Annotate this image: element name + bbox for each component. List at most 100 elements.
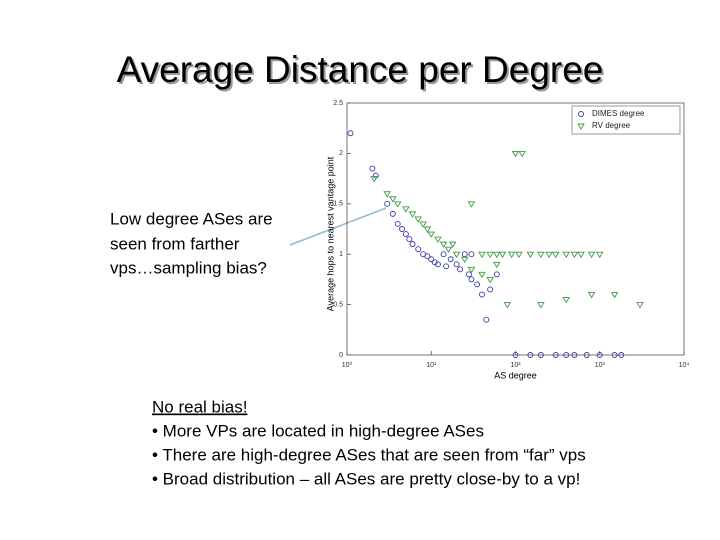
y-tick-label: 2.5 (333, 100, 343, 107)
point (537, 302, 545, 309)
y-tick-label: 0.5 (333, 301, 343, 308)
note-heading: No real bias! (152, 397, 247, 416)
point (537, 251, 545, 259)
point (443, 263, 450, 270)
point (383, 191, 391, 198)
callout-line: seen from farther (110, 234, 240, 253)
point (408, 211, 417, 218)
point (478, 251, 486, 259)
callout-line: vps…sampling bias? (110, 258, 267, 277)
point (460, 256, 469, 264)
point (419, 221, 427, 228)
title-shadow: Average Distance per Degree (119, 51, 606, 92)
point (486, 251, 494, 259)
x-tick-label: 10¹ (426, 362, 437, 369)
point (478, 271, 486, 279)
point (409, 241, 416, 248)
point (518, 150, 526, 158)
point (552, 352, 559, 358)
x-tick-label: 10² (510, 362, 521, 369)
plot-frame (346, 102, 685, 356)
point (611, 352, 618, 358)
point (527, 352, 534, 358)
point (571, 352, 578, 358)
point (503, 302, 512, 309)
point (406, 236, 413, 243)
x-axis-label: AS degree (494, 370, 537, 380)
point (370, 176, 378, 183)
legend-label: RV degree (592, 121, 631, 130)
y-tick-label: 1.5 (333, 201, 343, 208)
point (526, 251, 535, 259)
point (610, 292, 619, 299)
point (384, 200, 391, 207)
y-axis-label: Average hops to nearest vantage point (325, 156, 335, 311)
point (399, 226, 405, 232)
point (415, 246, 422, 253)
point (434, 236, 442, 243)
marker (577, 123, 585, 130)
point (618, 352, 625, 358)
point (595, 251, 604, 259)
point (498, 251, 507, 259)
x-tick-label: 10⁴ (679, 362, 690, 369)
point (389, 196, 397, 203)
point (465, 271, 472, 278)
point (424, 253, 431, 260)
point (577, 251, 585, 259)
point (468, 276, 475, 283)
point (402, 206, 410, 213)
point (483, 316, 490, 323)
point (563, 352, 570, 358)
point (467, 266, 476, 274)
point (448, 241, 457, 248)
point (427, 231, 436, 238)
point (562, 297, 571, 304)
point (467, 201, 476, 208)
point (587, 292, 596, 299)
point (347, 130, 354, 137)
point (537, 352, 544, 358)
point (474, 281, 481, 288)
y-tick-label: 2 (339, 150, 343, 157)
point (414, 216, 422, 223)
point (389, 210, 396, 217)
y-tick-label: 1 (339, 251, 343, 258)
point (394, 221, 401, 227)
point (457, 266, 464, 273)
point (452, 251, 461, 259)
point (493, 251, 501, 259)
point (453, 261, 460, 268)
point (444, 246, 453, 254)
point (372, 172, 379, 179)
y-tick-label: 0 (339, 352, 343, 359)
point (636, 302, 644, 309)
slide-title: Average Distance per Degree (117, 49, 604, 90)
point (551, 251, 560, 259)
point (447, 256, 454, 263)
point (512, 352, 519, 358)
point (486, 276, 494, 284)
legend-label: DIMES degree (592, 109, 645, 118)
point (493, 261, 501, 269)
point (479, 291, 485, 298)
point (402, 231, 409, 237)
point (570, 251, 579, 259)
point (423, 226, 432, 233)
note-line: • Broad distribution – all ASes are pret… (152, 469, 580, 488)
point (507, 251, 516, 259)
point (428, 256, 435, 263)
point (562, 251, 571, 259)
point (511, 150, 520, 158)
callout-arrow (289, 207, 387, 246)
legend-box (571, 105, 681, 135)
note-line: • There are high-degree ASes that are se… (152, 445, 586, 464)
marker (578, 111, 584, 117)
point (468, 251, 475, 258)
point (369, 165, 376, 172)
point (461, 251, 468, 258)
point (434, 261, 441, 268)
point (583, 352, 590, 358)
point (587, 251, 596, 259)
point (393, 201, 402, 208)
